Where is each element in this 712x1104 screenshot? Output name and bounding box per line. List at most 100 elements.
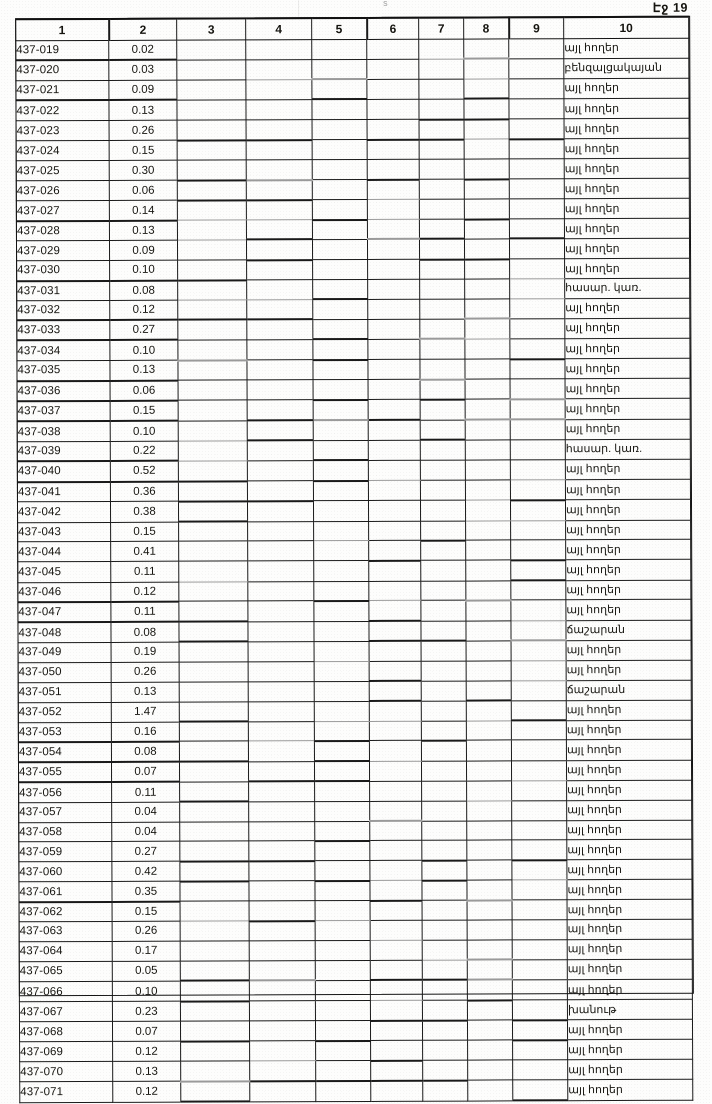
empty-cell-col7: [420, 399, 466, 420]
parcel-code-cell: 437-044: [17, 541, 111, 563]
empty-cell-col9: [509, 118, 565, 140]
empty-cell-col3: [180, 1081, 250, 1102]
empty-cell-col8: [463, 58, 509, 79]
empty-cell-col9: [509, 238, 565, 260]
empty-cell-col8: [464, 119, 510, 140]
empty-cell-col8: [467, 939, 513, 960]
area-value-cell: 0.10: [109, 340, 178, 361]
empty-cell-col6: [367, 299, 420, 320]
empty-cell-col5: [315, 1040, 371, 1061]
empty-cell-col6: [370, 1040, 423, 1061]
table-row: 437-025 0.30 այլ հողեր: [16, 158, 690, 181]
area-value-cell: 0.15: [110, 400, 179, 422]
empty-cell-col8: [465, 520, 511, 541]
area-value-cell: 0.07: [111, 761, 180, 783]
empty-cell-col4: [246, 319, 313, 340]
land-use-cell: այլ հողեր: [564, 178, 690, 200]
empty-cell-col4: [248, 881, 316, 902]
empty-cell-col6: [367, 239, 420, 260]
table-row: 437-021 0.09 այլ հողեր: [15, 77, 689, 101]
empty-cell-col3: [180, 960, 250, 982]
empty-cell-col3: [178, 601, 248, 622]
empty-cell-col7: [420, 379, 466, 400]
land-use-cell: այլ հողեր: [565, 378, 691, 400]
empty-cell-col7: [419, 239, 465, 260]
empty-cell-col7: [421, 680, 467, 702]
column-header-8: 8: [463, 17, 509, 40]
column-header-5: 5: [311, 17, 367, 40]
empty-cell-col6: [370, 1060, 423, 1081]
empty-cell-col3: [180, 1001, 250, 1022]
empty-cell-col6: [369, 760, 422, 782]
empty-cell-col6: [369, 781, 422, 802]
empty-cell-col4: [248, 841, 315, 862]
table-row: 437-027 0.14 այլ հողեր: [16, 198, 690, 221]
empty-cell-col8: [464, 238, 510, 260]
empty-cell-col8: [463, 38, 509, 59]
land-use-cell: այլ հողեր: [565, 519, 691, 541]
empty-cell-col6: [370, 980, 423, 1001]
empty-cell-col7: [420, 480, 466, 501]
area-value-cell: 0.52: [110, 460, 179, 482]
area-value-cell: 0.11: [110, 601, 179, 623]
area-value-cell: 0.35: [111, 881, 181, 902]
empty-cell-col9: [512, 959, 568, 980]
empty-cell-col4: [247, 400, 314, 421]
empty-cell-col6: [370, 920, 423, 941]
empty-cell-col9: [510, 540, 566, 561]
empty-cell-col5: [311, 59, 367, 80]
land-use-cell: այլ հողեր: [565, 499, 691, 521]
empty-cell-col6: [367, 139, 420, 160]
land-use-cell: այլ հողեր: [563, 77, 689, 99]
empty-cell-col4: [248, 661, 315, 682]
empty-cell-col8: [465, 459, 511, 481]
empty-cell-col9: [511, 700, 567, 721]
empty-cell-col6: [367, 339, 420, 360]
empty-cell-col7: [420, 600, 466, 621]
land-use-cell: այլ հողեր: [567, 958, 693, 980]
area-value-cell: 0.30: [109, 160, 178, 181]
empty-cell-col9: [511, 880, 568, 901]
empty-cell-col4: [247, 460, 314, 481]
empty-cell-col9: [509, 358, 566, 379]
empty-cell-col5: [313, 440, 369, 461]
area-value-cell: 0.04: [111, 801, 180, 823]
table-row: 437-067 0.23 խանութ: [19, 999, 693, 1022]
empty-cell-col7: [420, 620, 467, 642]
empty-cell-col5: [313, 480, 369, 501]
empty-cell-col4: [246, 200, 313, 221]
parcel-code-cell: 437-042: [17, 501, 111, 523]
parcel-code-cell: 437-066: [19, 981, 113, 1003]
area-value-cell: 0.12: [110, 581, 179, 602]
empty-cell-col4: [247, 581, 314, 602]
empty-cell-col8: [465, 620, 512, 641]
empty-cell-col3: [176, 39, 246, 60]
table-row: 437-032 0.12 այլ հողեր: [16, 298, 690, 321]
area-value-cell: 0.23: [112, 1001, 181, 1022]
table-row: 437-022 0.13 այլ հողեր: [15, 98, 690, 121]
empty-cell-col6: [369, 880, 423, 901]
table-row: 437-053 0.16 այլ հողեր: [18, 719, 692, 743]
land-use-cell: այլ հողեր: [566, 739, 692, 761]
table-row: 437-050 0.26 այլ հողեր: [18, 659, 692, 683]
empty-cell-col4: [246, 179, 313, 201]
empty-cell-col6: [368, 540, 421, 561]
empty-cell-col9: [511, 859, 567, 881]
empty-cell-col4: [249, 920, 316, 941]
empty-cell-col5: [314, 801, 370, 822]
empty-cell-col8: [466, 800, 512, 821]
parcel-code-cell: 437-065: [19, 961, 113, 982]
land-use-cell: այլ հողեր: [567, 1039, 693, 1060]
empty-cell-col5: [313, 580, 369, 601]
area-value-cell: 0.12: [109, 300, 178, 321]
empty-cell-col7: [421, 740, 467, 761]
empty-cell-col9: [510, 419, 566, 440]
empty-cell-col4: [249, 960, 316, 981]
empty-cell-col5: [313, 399, 369, 421]
empty-cell-col6: [368, 620, 422, 642]
table-row: 437-055 0.07 այլ հողեր: [18, 759, 692, 783]
empty-cell-col9: [509, 199, 565, 220]
land-use-cell: այլ հողեր: [566, 759, 692, 781]
empty-cell-col8: [466, 880, 513, 901]
land-use-cell: այլ հողեր: [565, 579, 691, 601]
